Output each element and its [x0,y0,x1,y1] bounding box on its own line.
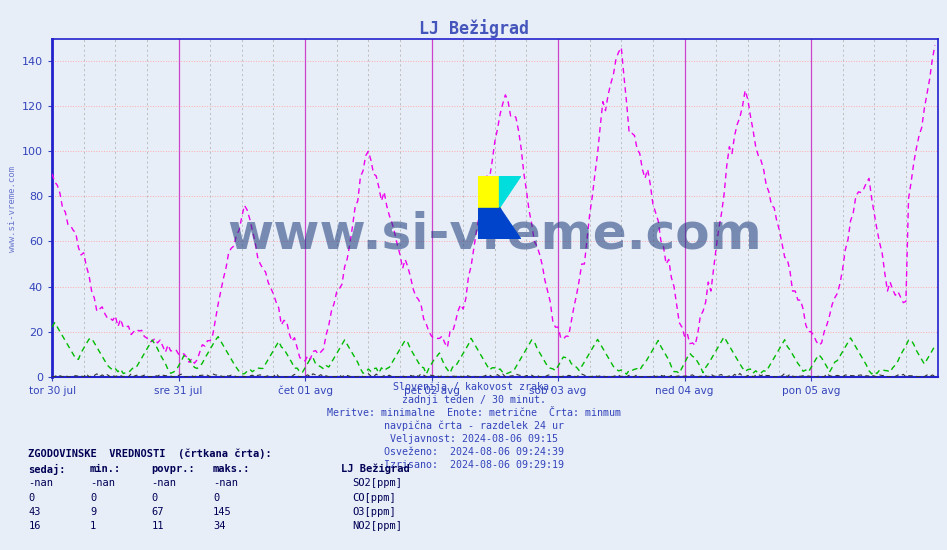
Text: LJ Bežigrad: LJ Bežigrad [419,19,528,39]
Text: povpr.:: povpr.: [152,464,195,474]
Text: 67: 67 [152,507,164,517]
Text: 1: 1 [90,521,97,531]
Text: O3[ppm]: O3[ppm] [352,507,396,517]
Text: min.:: min.: [90,464,121,474]
Text: Slovenija / kakovost zraka,
zadnji teden / 30 minut.
Meritve: minimalne  Enote: : Slovenija / kakovost zraka, zadnji teden… [327,382,620,470]
Text: 0: 0 [213,493,220,503]
Text: ZGODOVINSKE  VREDNOSTI  (črtkana črta):: ZGODOVINSKE VREDNOSTI (črtkana črta): [28,448,272,459]
Text: -nan: -nan [28,478,53,488]
Text: 11: 11 [152,521,164,531]
Text: maks.:: maks.: [213,464,251,474]
Text: 0: 0 [90,493,97,503]
Text: NO2[ppm]: NO2[ppm] [352,521,402,531]
Polygon shape [478,176,500,208]
Text: 0: 0 [152,493,158,503]
Text: LJ Bežigrad: LJ Bežigrad [341,464,410,474]
Text: -nan: -nan [213,478,238,488]
Text: www.si-vreme.com: www.si-vreme.com [8,166,17,252]
Text: CO[ppm]: CO[ppm] [352,493,396,503]
Text: -nan: -nan [152,478,176,488]
Polygon shape [478,208,500,239]
Text: 0: 0 [28,493,35,503]
Polygon shape [500,208,521,239]
Text: 43: 43 [28,507,41,517]
Text: 9: 9 [90,507,97,517]
Text: 34: 34 [213,521,225,531]
Text: -nan: -nan [90,478,115,488]
Text: sedaj:: sedaj: [28,464,66,475]
Polygon shape [500,176,521,208]
Text: 145: 145 [213,507,232,517]
Text: 16: 16 [28,521,41,531]
Text: www.si-vreme.com: www.si-vreme.com [227,211,762,258]
Text: SO2[ppm]: SO2[ppm] [352,478,402,488]
